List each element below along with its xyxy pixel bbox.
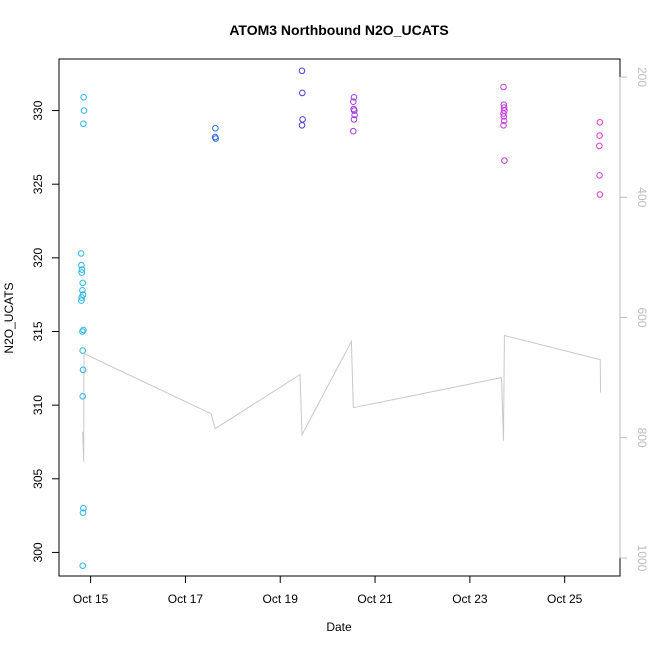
y2-tick-label: 1000 <box>635 545 649 572</box>
y-axis-label: N2O_UCATS <box>2 282 16 353</box>
data-point <box>79 509 87 517</box>
data-point <box>79 287 86 294</box>
x-axis: Oct 15 Oct 17 Oct 19 Oct 21 Oct 23 Oct 25 <box>73 575 583 606</box>
x-tick-label: Oct 15 <box>73 592 109 606</box>
data-point <box>80 94 87 101</box>
data-point <box>78 266 86 273</box>
data-point <box>500 122 507 129</box>
data-point <box>500 113 508 120</box>
data-point <box>79 393 86 400</box>
y-tick-label: 330 <box>31 100 45 120</box>
data-point <box>351 107 358 114</box>
y2-axis: 200 400 600 800 1000 <box>619 67 649 572</box>
y2-tick-label: 800 <box>635 428 649 448</box>
data-point <box>500 110 507 117</box>
data-point <box>350 127 357 135</box>
data-point <box>78 294 85 301</box>
data-point <box>500 83 507 91</box>
data-point <box>80 326 87 334</box>
data-point <box>596 132 603 139</box>
y-tick-label: 320 <box>31 247 45 267</box>
data-point <box>299 116 306 123</box>
data-point <box>299 89 306 97</box>
x-axis-label: Date <box>326 620 352 634</box>
pressure-line-group <box>82 334 602 462</box>
data-point <box>298 67 306 75</box>
data-point <box>80 504 87 512</box>
data-point <box>77 250 85 257</box>
data-point <box>79 562 86 570</box>
plot-frame <box>58 58 621 577</box>
data-point <box>596 172 603 179</box>
y-tick-label: 315 <box>31 321 45 341</box>
y-axis: 300 305 310 315 320 325 330 <box>31 100 60 562</box>
data-point <box>596 142 603 150</box>
y-tick-label: 300 <box>31 542 45 562</box>
pressure-line <box>82 334 602 462</box>
data-point <box>212 124 219 132</box>
data-point <box>78 261 85 269</box>
data-point <box>351 111 358 119</box>
x-tick-label: Oct 23 <box>452 592 488 606</box>
x-tick-label: Oct 21 <box>357 592 393 606</box>
y2-tick-label: 200 <box>635 67 649 87</box>
data-point <box>298 122 306 129</box>
data-point <box>350 94 358 101</box>
points-group <box>77 67 604 570</box>
data-point <box>78 297 85 304</box>
data-point <box>80 120 87 128</box>
data-point <box>79 279 86 287</box>
data-point <box>500 117 508 125</box>
y2-tick-label: 600 <box>635 307 649 327</box>
data-point <box>79 366 87 374</box>
y2-tick-label: 400 <box>635 187 649 207</box>
data-point <box>596 191 604 198</box>
data-point <box>79 328 86 335</box>
x-tick-label: Oct 25 <box>547 592 583 606</box>
y-tick-label: 305 <box>31 468 45 488</box>
data-point <box>501 157 508 164</box>
data-point <box>78 269 85 276</box>
data-point <box>79 347 86 354</box>
data-point <box>350 116 358 123</box>
data-point <box>80 107 88 114</box>
data-point <box>596 119 604 126</box>
y-tick-label: 310 <box>31 395 45 415</box>
chart-title: ATOM3 Northbound N2O_UCATS <box>229 22 448 38</box>
data-point <box>350 98 357 105</box>
data-point <box>212 135 219 142</box>
x-tick-label: Oct 17 <box>168 592 204 606</box>
y-tick-label: 325 <box>31 174 45 194</box>
x-tick-label: Oct 19 <box>263 592 299 606</box>
